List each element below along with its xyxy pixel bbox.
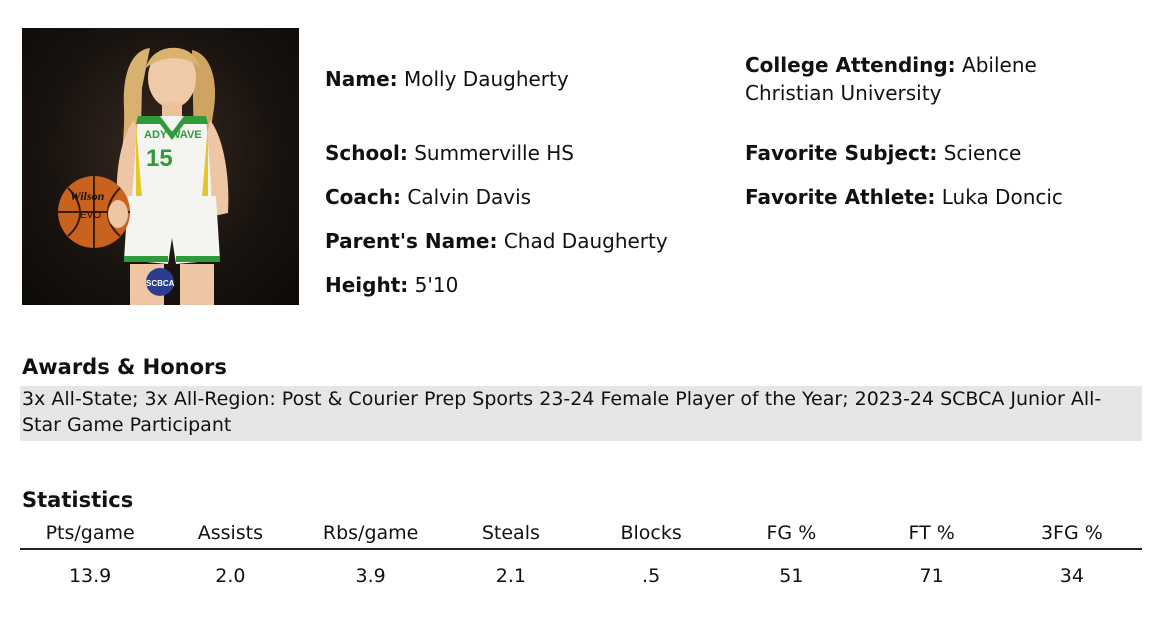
coach-value: Calvin Davis <box>407 185 532 209</box>
statistics-header-row: Pts/game Assists Rbs/game Steals Blocks … <box>20 518 1142 550</box>
field-parent: Parent's Name: Chad Daugherty <box>325 227 668 255</box>
player-photo: ADY WAVE 15 Wilson EVO SCBCA <box>22 28 299 305</box>
subject-value: Science <box>943 141 1022 165</box>
stat-header: Pts/game <box>45 522 135 544</box>
stat-header: Blocks <box>620 522 682 544</box>
stat-value: 34 <box>1059 565 1084 587</box>
athlete-value: Luka Doncic <box>941 185 1063 209</box>
stat-header: 3FG % <box>1040 522 1103 544</box>
field-school: School: Summerville HS <box>325 139 574 167</box>
name-value: Molly Daugherty <box>404 67 569 91</box>
stat-header: FG % <box>766 522 817 544</box>
awards-title: Awards & Honors <box>22 355 227 379</box>
player-illustration: ADY WAVE 15 Wilson EVO SCBCA <box>58 47 229 305</box>
name-label: Name: <box>325 67 398 91</box>
awards-text: 3x All-State; 3x All-Region: Post & Cour… <box>20 386 1142 441</box>
parent-label: Parent's Name: <box>325 229 498 253</box>
ball-brand: Wilson <box>70 189 105 203</box>
stat-header: Rbs/game <box>322 522 419 544</box>
height-value: 5'10 <box>414 273 459 297</box>
athlete-label: Favorite Athlete: <box>745 185 936 209</box>
field-college: College Attending: Abilene Christian Uni… <box>745 51 1075 107</box>
height-label: Height: <box>325 273 409 297</box>
subject-label: Favorite Subject: <box>745 141 938 165</box>
ball-text: EVO <box>80 210 101 221</box>
field-athlete: Favorite Athlete: Luka Doncic <box>745 183 1063 211</box>
jersey-text: ADY WAVE <box>144 129 202 141</box>
stat-header: Assists <box>197 522 264 544</box>
stat-value: 51 <box>779 565 804 587</box>
field-coach: Coach: Calvin Davis <box>325 183 531 211</box>
statistics-table: Pts/game Assists Rbs/game Steals Blocks … <box>20 518 1142 602</box>
field-name: Name: Molly Daugherty <box>325 65 569 93</box>
college-label: College Attending: <box>745 53 956 77</box>
statistics-title: Statistics <box>22 488 134 512</box>
stat-value: 2.0 <box>215 565 246 587</box>
stat-value: 2.1 <box>495 565 526 587</box>
logo-text: SCBCA <box>146 279 175 288</box>
parent-value: Chad Daugherty <box>503 229 668 253</box>
stat-value: 13.9 <box>68 565 112 587</box>
field-height: Height: 5'10 <box>325 271 458 299</box>
stat-value: .5 <box>642 565 661 587</box>
field-subject: Favorite Subject: Science <box>745 139 1021 167</box>
stat-header: FT % <box>908 522 955 544</box>
school-label: School: <box>325 141 408 165</box>
coach-label: Coach: <box>325 185 402 209</box>
jersey-number: 15 <box>146 145 173 172</box>
school-value: Summerville HS <box>414 141 574 165</box>
stat-value: 3.9 <box>355 565 386 587</box>
college-value: Abilene Christian University <box>745 53 1037 105</box>
statistics-value-row: 13.9 2.0 3.9 2.1 .5 51 71 34 <box>20 550 1142 602</box>
stat-header: Steals <box>481 522 540 544</box>
stat-value: 71 <box>919 565 944 587</box>
